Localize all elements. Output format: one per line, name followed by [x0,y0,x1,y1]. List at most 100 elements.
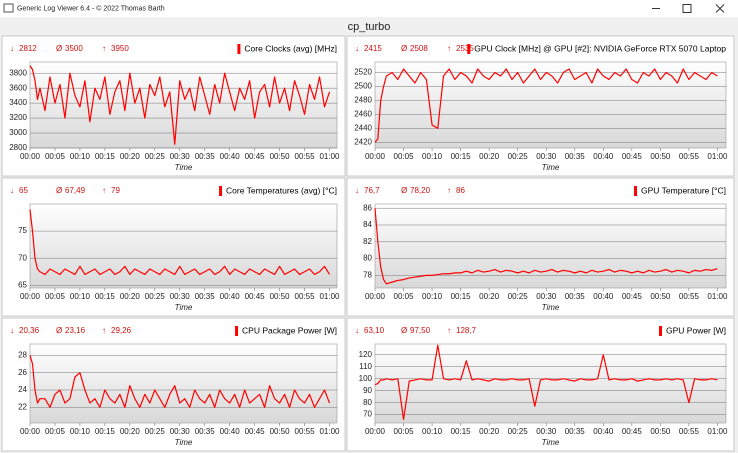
chart-title: GPU Power [W] [666,325,726,335]
y-tick-label: 84 [363,220,372,229]
x-tick-label: 00:25 [145,292,166,301]
x-tick-label: 00:35 [565,427,586,436]
x-axis-label: Time [542,303,560,312]
x-tick-label: 00:35 [565,292,586,301]
stat-value: 3950 [111,44,129,53]
stat-symbol: Ø [56,326,62,335]
x-tick-label: 00:45 [245,292,266,301]
x-tick-label: 00:20 [120,292,141,301]
stat-symbol: ↑ [447,326,451,335]
plot-area [374,203,727,289]
stat-value: 86 [456,186,465,195]
x-tick-label: 00:15 [451,152,472,161]
x-tick-label: 00:45 [622,427,643,436]
y-tick-label: 2480 [354,96,372,105]
x-tick-label: 00:05 [394,152,415,161]
x-tick-label: 00:05 [45,152,66,161]
y-tick-label: 2440 [354,124,372,133]
y-tick-label: 80 [363,254,372,263]
x-tick-label: 00:00 [365,152,386,161]
title-color-swatch [237,44,241,54]
stat-value: 20,36 [19,326,40,335]
y-tick-label: 3600 [9,83,27,92]
x-tick-label: 00:10 [422,292,443,301]
stat-symbol: ↓ [10,44,14,53]
x-axis-label: Time [542,438,560,447]
x-tick-label: 00:25 [508,427,529,436]
stat-symbol: Ø [401,44,407,53]
y-tick-label: 90 [363,386,372,395]
stat-value: 23,16 [65,326,86,335]
x-tick-label: 00:20 [479,292,500,301]
x-tick-label: 00:30 [536,427,557,436]
stat-value: 29,26 [111,326,132,335]
x-axis-label: Time [175,438,193,447]
stat-symbol: ↓ [355,186,359,195]
stat-value: 67,49 [65,186,86,195]
stat-value: 79 [111,186,120,195]
data-line [374,68,718,143]
x-tick-label: 00:10 [422,152,443,161]
x-tick-label: 00:55 [679,427,700,436]
x-axis-label: Time [542,163,560,172]
x-tick-label: 00:15 [95,292,116,301]
x-tick-label: 00:20 [479,152,500,161]
x-tick-label: 00:15 [451,427,472,436]
stat-value: 2535 [456,44,474,53]
stat-value: 97,50 [410,326,431,335]
stat-value: 78,20 [410,186,431,195]
x-tick-label: 00:20 [479,427,500,436]
title-color-swatch [467,44,471,54]
y-tick-label: 78 [363,271,372,280]
x-tick-label: 00:10 [70,427,91,436]
y-tick-label: 70 [363,410,372,419]
y-tick-label: 3800 [9,68,27,77]
x-tick-label: 00:55 [295,152,316,161]
y-tick-label: 2500 [354,82,372,91]
x-tick-label: 00:20 [120,427,141,436]
y-tick-label: 3000 [9,128,27,137]
x-tick-label: 00:40 [593,152,614,161]
y-tick-label: 110 [359,362,372,371]
stat-symbol: ↓ [355,326,359,335]
y-tick-label: 65 [18,280,27,289]
x-axis-label: Time [175,163,193,172]
x-tick-label: 00:10 [422,427,443,436]
close-button[interactable] [715,4,725,13]
x-tick-label: 00:50 [270,292,291,301]
x-tick-label: 00:50 [270,152,291,161]
y-tick-label: 2520 [354,68,372,77]
plot-area [29,203,338,289]
stat-symbol: ↓ [10,186,14,195]
y-tick-label: 26 [18,368,27,377]
title-color-swatch [634,186,638,196]
x-tick-label: 00:15 [95,427,116,436]
stat-value: 63,10 [364,326,385,335]
y-tick-label: 24 [18,385,27,394]
chart-title: GPU Clock [MHz] @ GPU [#2]: NVIDIA GeFor… [474,43,726,53]
stat-symbol: Ø [401,186,407,195]
x-tick-label: 00:05 [45,292,66,301]
x-tick-label: 00:40 [593,292,614,301]
x-tick-label: 00:40 [593,427,614,436]
stat-symbol: Ø [401,326,407,335]
chart-title: CPU Package Power [W] [242,325,337,335]
y-tick-label: 86 [363,203,372,212]
stat-value: 3500 [65,44,83,53]
x-tick-label: 00:50 [650,427,671,436]
stat-symbol: ↓ [10,326,14,335]
stat-symbol: ↑ [102,186,106,195]
x-tick-label: 00:55 [295,292,316,301]
plot-area [374,343,727,424]
x-tick-label: 00:55 [295,427,316,436]
page-title: cp_turbo [348,21,391,33]
x-tick-label: 00:05 [394,427,415,436]
x-tick-label: 00:50 [650,152,671,161]
x-tick-label: 01:00 [707,292,728,301]
maximize-button[interactable] [682,4,692,13]
x-tick-label: 00:00 [365,292,386,301]
chart-title: Core Clocks (avg) [MHz] [244,43,337,53]
x-tick-label: 00:55 [679,292,700,301]
x-tick-label: 00:15 [95,152,116,161]
